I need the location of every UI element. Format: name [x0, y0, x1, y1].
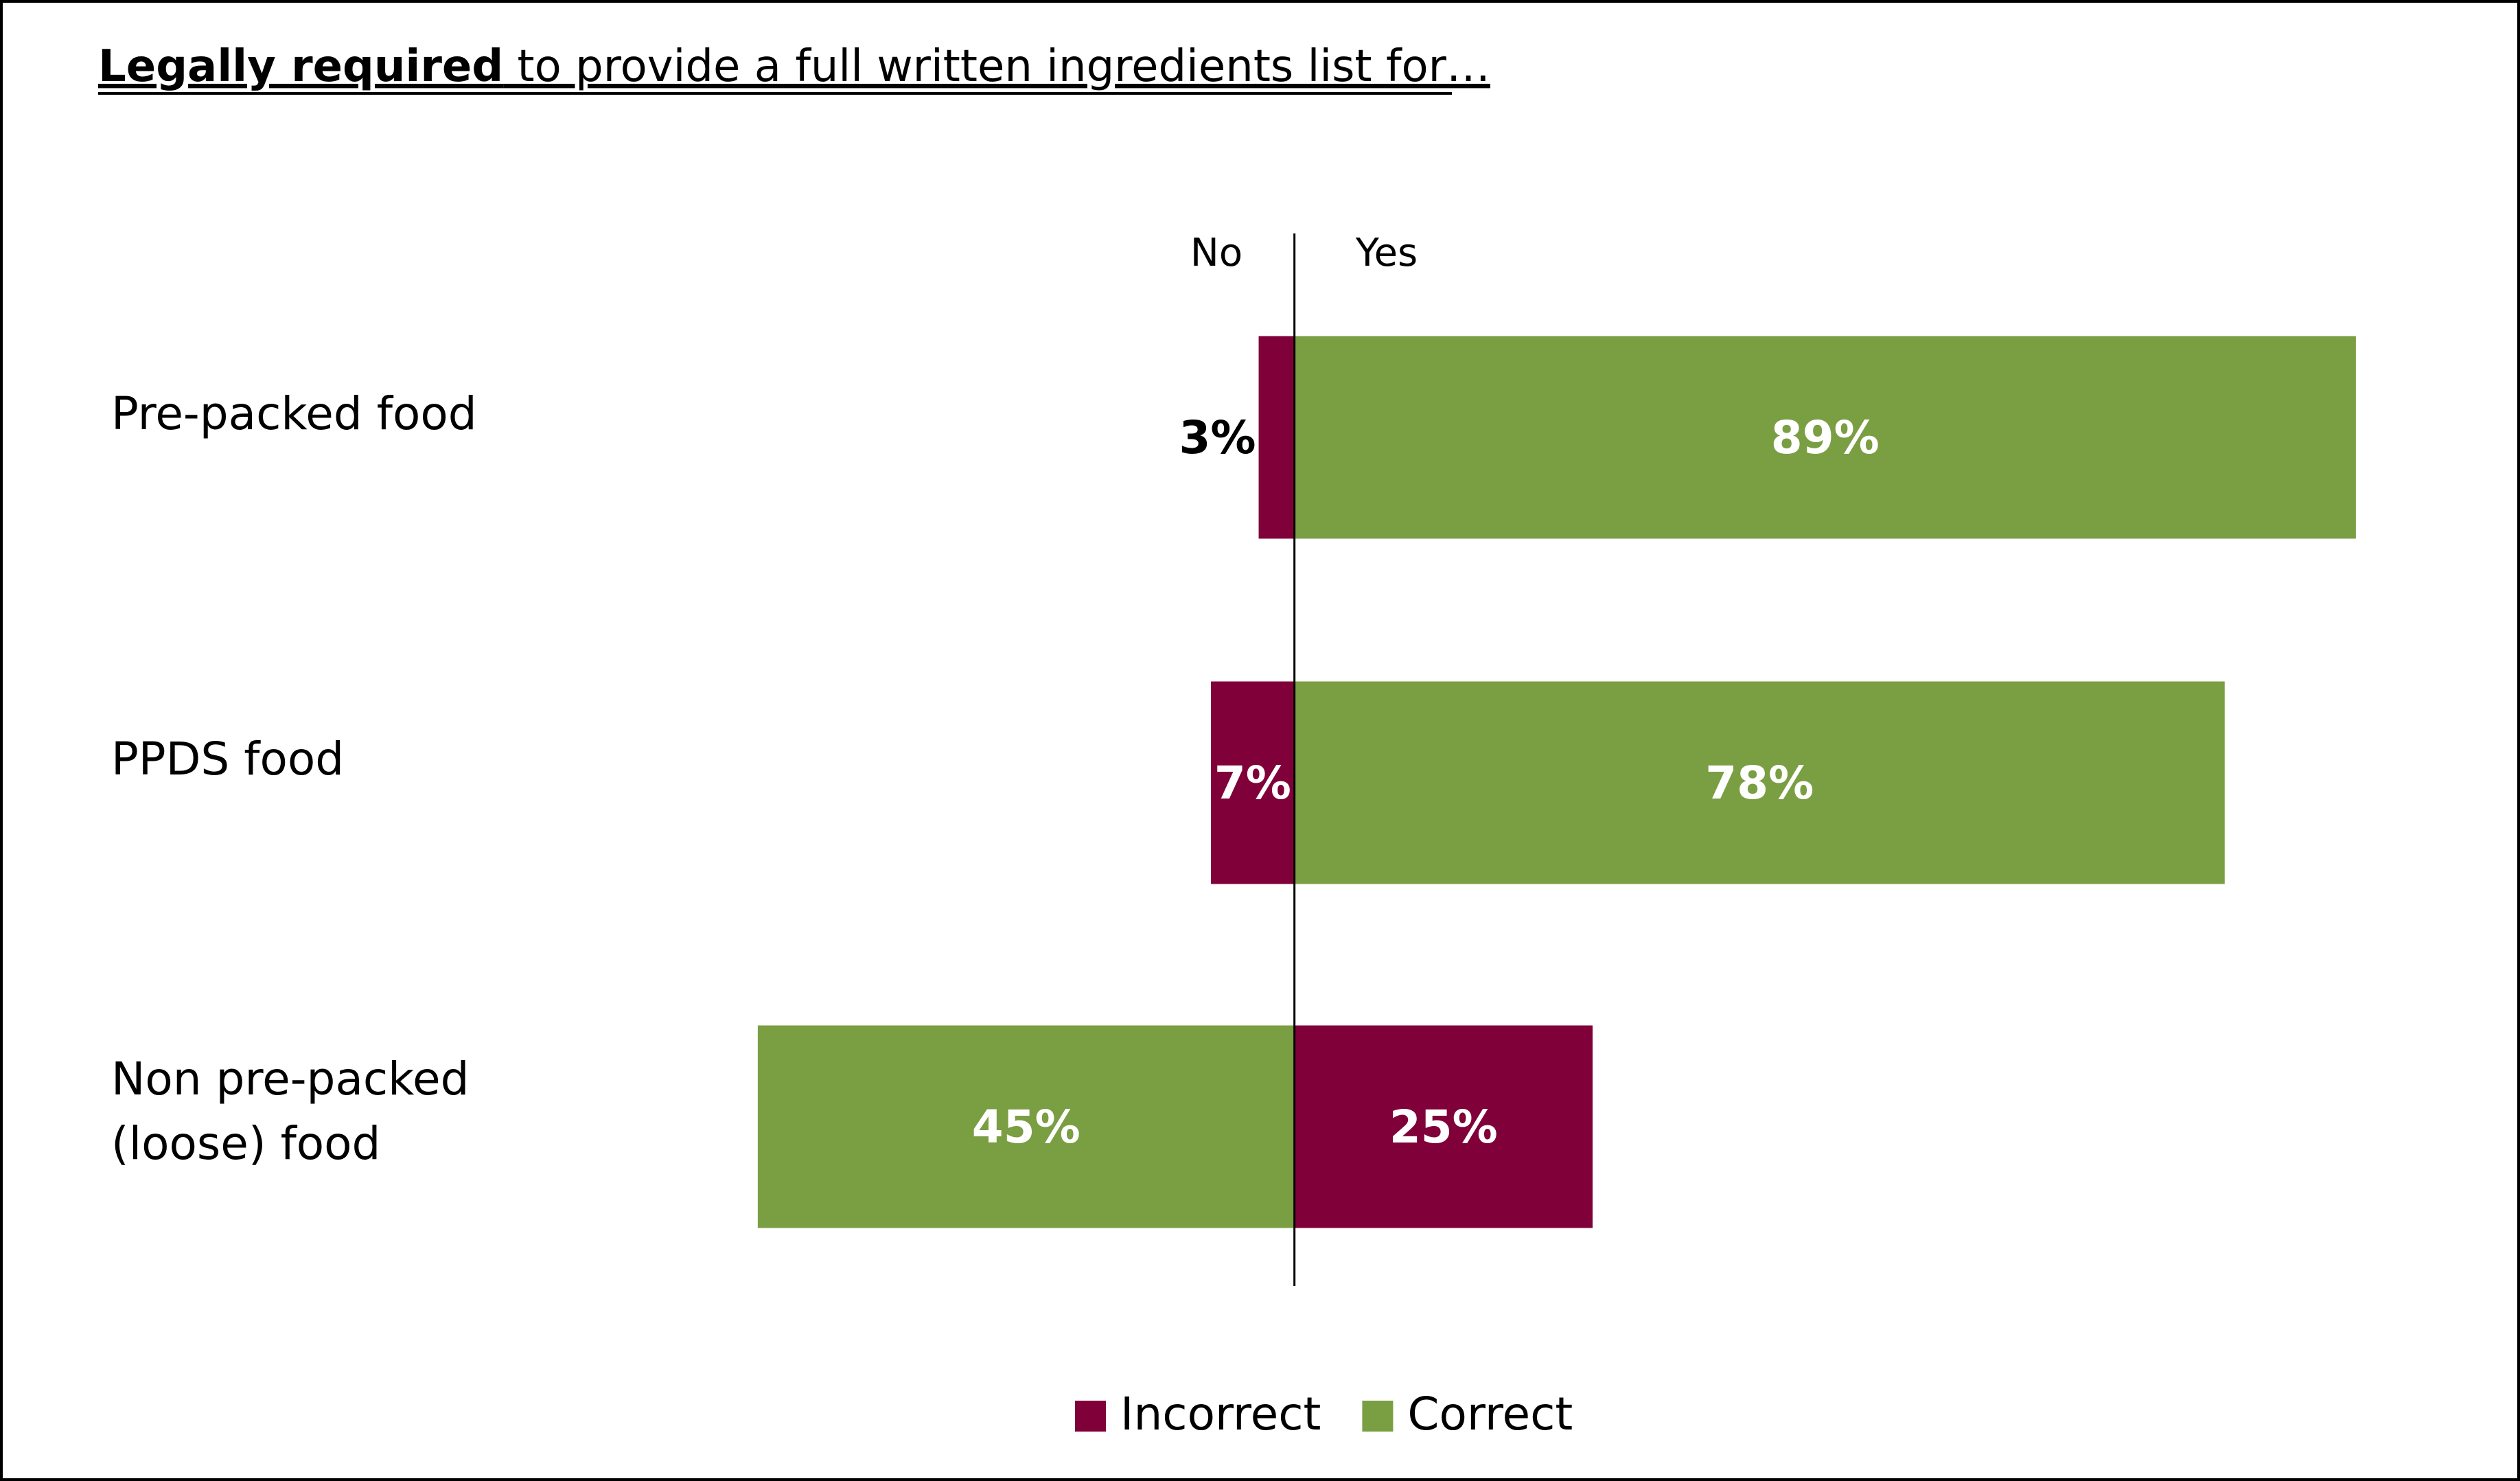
legend-swatch [1362, 1401, 1394, 1432]
chart-title: Legally required to provide a full writt… [98, 41, 1490, 92]
title-rest: to provide a full written ingredients li… [503, 41, 1490, 92]
legend-swatch [1075, 1401, 1106, 1432]
value-label: 3% [1179, 411, 1256, 464]
legend-label: Correct [1407, 1388, 1573, 1440]
category-label-line: Non pre-packed [111, 1053, 470, 1105]
category-label-line: (loose) food [111, 1117, 380, 1170]
category-label: Non pre-packed (loose) food [111, 1053, 470, 1170]
legend-label: Incorrect [1120, 1388, 1321, 1440]
bar [757, 1025, 1295, 1228]
bar [1294, 336, 2356, 539]
value-label: 7% [1214, 757, 1291, 810]
value-label: 25% [1389, 1101, 1498, 1153]
value-label: 45% [972, 1101, 1080, 1153]
bar [1258, 336, 1295, 539]
value-label: 78% [1705, 757, 1814, 810]
bar [1211, 681, 1295, 884]
category-label: Pre-packed food [111, 387, 477, 440]
side-label: No [1190, 231, 1242, 275]
title-bold: Legally required [98, 41, 503, 92]
category-label: PPDS food [111, 733, 344, 785]
side-label: Yes [1355, 231, 1418, 275]
value-label: 89% [1771, 411, 1880, 464]
bar [1294, 1025, 1593, 1228]
bar [1294, 681, 2225, 884]
